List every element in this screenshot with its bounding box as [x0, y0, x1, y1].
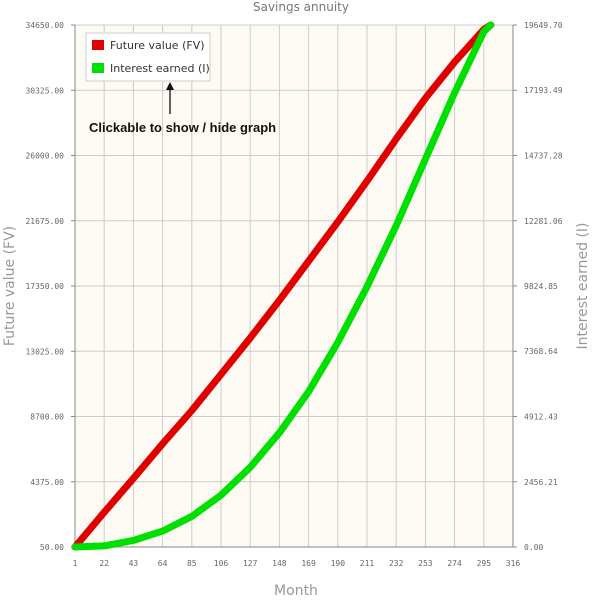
legend-swatch-interest: [92, 63, 104, 73]
series-line-fv: [71, 21, 495, 551]
data-point-interest: [451, 89, 458, 96]
x-tick-label: 106: [214, 559, 229, 568]
x-tick-label: 43: [129, 559, 139, 568]
y-left-tick-label: 26000.00: [25, 152, 64, 161]
y-right-tick-label: 0.00: [524, 543, 543, 552]
gridlines: [75, 24, 513, 547]
y-right-tick-label: 17193.49: [524, 86, 563, 95]
y-left-tick-label: 4375.00: [30, 478, 64, 487]
x-tick-label: 148: [272, 559, 287, 568]
data-point-fv: [276, 297, 283, 304]
series-line-interest: [71, 21, 495, 551]
annotation-arrow: [166, 82, 174, 114]
x-tick-label: 169: [301, 559, 316, 568]
data-point-interest: [217, 491, 225, 499]
data-point-interest: [276, 429, 283, 436]
legend-box: [85, 32, 211, 82]
data-point-interest: [159, 527, 166, 535]
legend-item-interest[interactable]: Interest earned (I): [92, 62, 210, 75]
y-axis-left-title: Future value (FV): [2, 226, 18, 346]
data-point-interest: [247, 464, 254, 471]
y-left-tick-label: 17350.00: [25, 282, 64, 291]
data-point-interest: [363, 283, 371, 290]
chart-title: Savings annuity: [253, 0, 349, 14]
data-point-interest: [487, 21, 494, 29]
data-point-fv: [363, 177, 371, 185]
data-point-fv: [247, 334, 254, 342]
data-point-fv: [451, 58, 458, 66]
y-right-tick-label: 4912.43: [524, 412, 558, 421]
data-point-fv: [334, 218, 341, 226]
tick-labels: 1 22 43 64 85 106 127 148 169 190 211 232 253 274 295 3…: [25, 21, 562, 568]
x-tick-label: 64: [158, 559, 168, 568]
data-point-fv: [305, 257, 312, 265]
legend[interactable]: Future value (FV) Interest earned (I): [85, 32, 211, 82]
x-tick-label: 127: [243, 559, 258, 568]
legend-swatch-fv: [92, 40, 104, 50]
y-right-tick-label: 2456.21: [524, 478, 558, 487]
data-point-interest: [101, 542, 108, 550]
data-point-fv: [101, 509, 108, 516]
data-point-fv: [393, 135, 400, 143]
data-point-interest: [188, 513, 195, 520]
data-point-interest: [305, 388, 312, 395]
data-point-interest: [393, 222, 400, 229]
x-tick-label: 22: [99, 559, 109, 568]
data-point-interest: [130, 537, 137, 544]
y-right-tick-label: 12281.06: [524, 217, 563, 226]
x-tick-label: 232: [389, 559, 404, 568]
data-point-interest: [422, 155, 429, 163]
y-right-tick-label: 9824.85: [524, 282, 558, 291]
y-left-tick-label: 50.00: [40, 543, 64, 552]
data-point-fv: [217, 371, 225, 378]
y-right-tick-label: 7368.64: [524, 347, 558, 356]
x-tick-label: 295: [477, 559, 492, 568]
x-tick-label: 253: [418, 559, 433, 568]
y-left-tick-label: 21675.00: [25, 217, 64, 226]
x-axis-title: Month: [274, 583, 318, 599]
data-point-fv: [422, 94, 429, 102]
y-left-tick-label: 8700.00: [30, 413, 64, 422]
y-left-tick-label: 34650.00: [25, 21, 64, 30]
x-tick-label: 274: [447, 559, 462, 568]
legend-label-fv: Future value (FV): [110, 39, 205, 52]
legend-label-interest: Interest earned (I): [110, 62, 210, 75]
x-tick-label: 1: [73, 559, 78, 568]
data-point-fv: [130, 475, 137, 482]
x-tick-label: 211: [360, 559, 375, 568]
x-tick-label: 316: [506, 559, 521, 568]
y-left-tick-label: 13025.00: [25, 347, 64, 356]
series-layer: [71, 21, 495, 551]
data-point-fv: [159, 440, 166, 447]
data-point-interest: [480, 28, 487, 35]
x-tick-label: 190: [331, 559, 346, 568]
data-point-fv: [188, 407, 195, 414]
y-left-tick-label: 30325.00: [25, 86, 64, 95]
y-axis-right-title: Interest earned (I): [575, 223, 591, 350]
annotation-text: Clickable to show / hide graph: [89, 120, 276, 135]
y-right-tick-label: 19649.70: [524, 21, 563, 30]
x-tick-label: 85: [187, 559, 197, 568]
legend-item-fv[interactable]: Future value (FV): [92, 39, 205, 52]
data-point-interest: [334, 339, 341, 346]
y-right-tick-label: 14737.28: [524, 151, 563, 160]
